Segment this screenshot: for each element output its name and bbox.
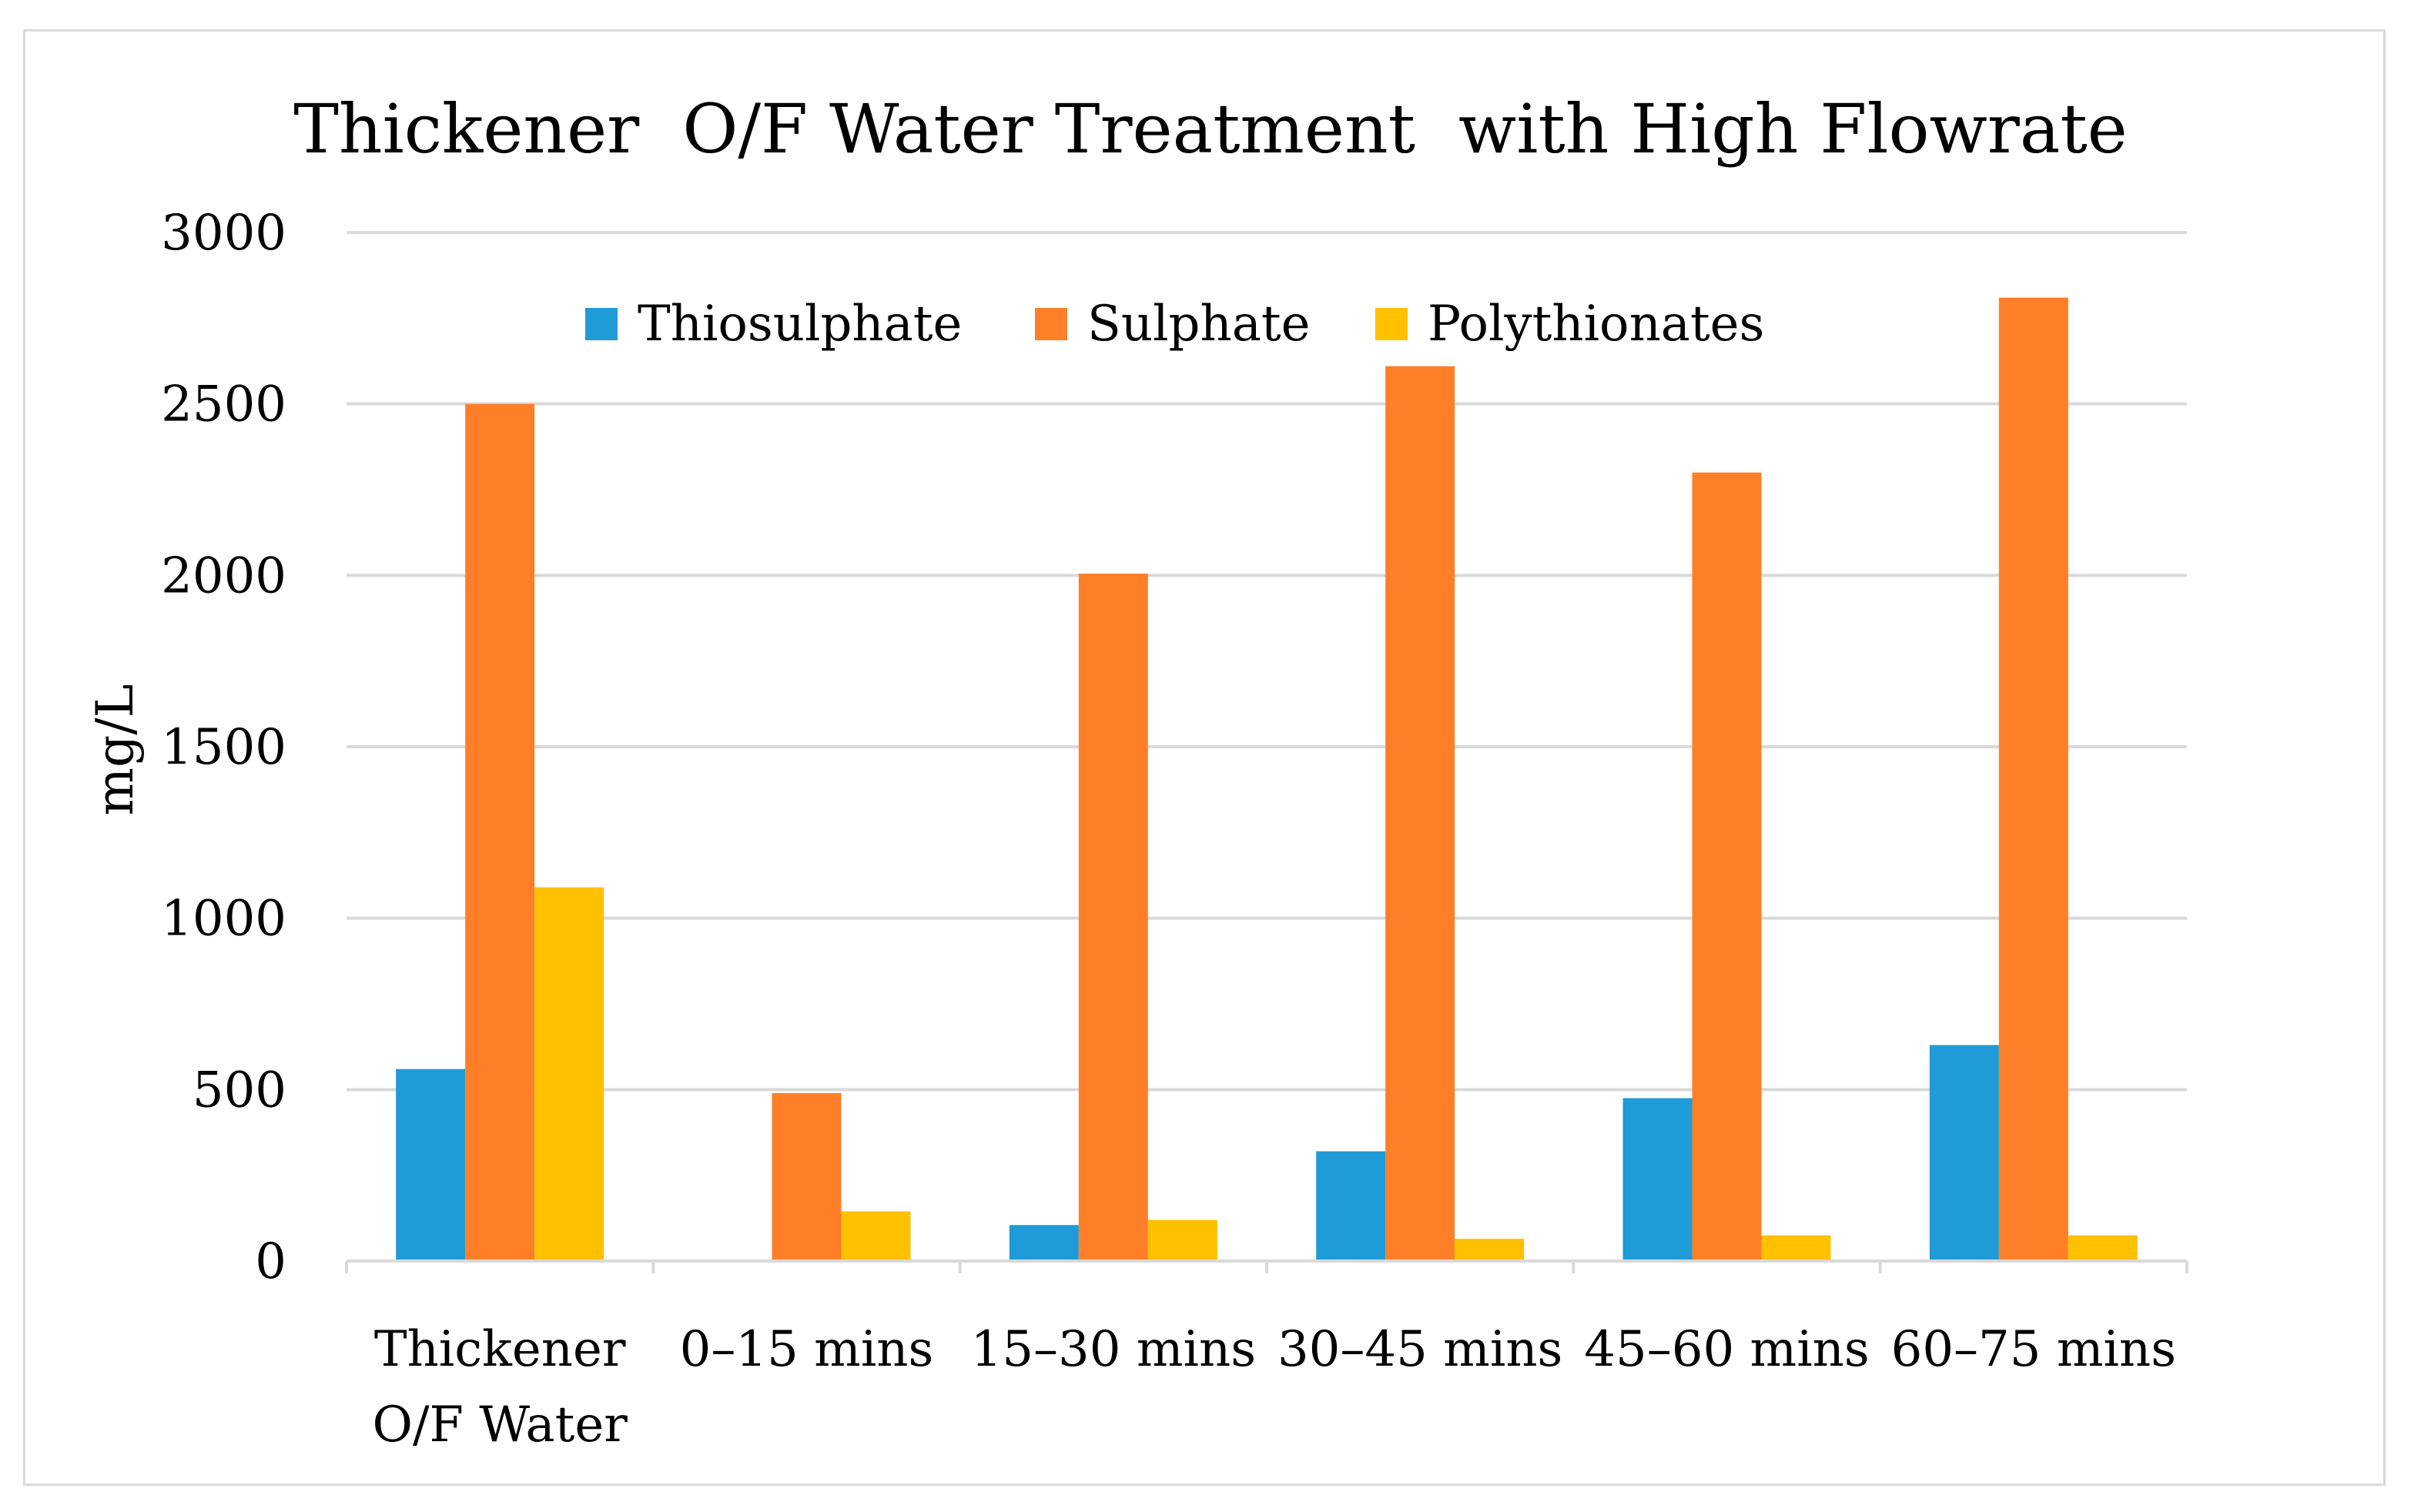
x-tick-label: O/F Water bbox=[372, 1397, 628, 1453]
legend-label-thiosulphate: Thiosulphate bbox=[638, 296, 962, 353]
bar-thiosulphate bbox=[396, 1069, 466, 1261]
bar-thiosulphate bbox=[1316, 1151, 1386, 1261]
bar-polythionates bbox=[1455, 1239, 1525, 1261]
bar-thiosulphate bbox=[1009, 1225, 1079, 1261]
chart-title: Thickener O/F Water Treatment with High … bbox=[293, 89, 2128, 169]
x-tick-label: 60–75 mins bbox=[1891, 1321, 2176, 1378]
bar-polythionates bbox=[1761, 1235, 1831, 1261]
y-tick-label: 500 bbox=[193, 1062, 286, 1119]
legend: Thiosulphate Sulphate Polythionates bbox=[585, 296, 1764, 353]
legend-swatch-thiosulphate bbox=[585, 308, 618, 340]
legend-swatch-polythionates bbox=[1375, 308, 1408, 340]
bar-thiosulphate bbox=[1622, 1098, 1693, 1261]
bar-sulphate bbox=[1998, 297, 2068, 1262]
y-axis-label: mg/L bbox=[85, 684, 145, 816]
bar-sulphate bbox=[1078, 574, 1148, 1261]
x-tick-label: 0–15 mins bbox=[680, 1321, 934, 1378]
x-axis-ticks: Thickener O/F Water 0–15 mins 15–30 mins 30–… bbox=[372, 1321, 2176, 1453]
legend-label-sulphate: Sulphate bbox=[1087, 296, 1310, 353]
bar-sulphate bbox=[772, 1092, 842, 1261]
gridlines bbox=[347, 231, 2187, 1092]
legend-label-polythionates: Polythionates bbox=[1428, 296, 1764, 353]
bar-polythionates bbox=[534, 887, 604, 1261]
bar-sulphate bbox=[465, 403, 535, 1261]
y-tick-label: 2500 bbox=[161, 376, 286, 433]
x-axis bbox=[345, 1259, 2188, 1273]
bar-polythionates bbox=[2068, 1235, 2138, 1261]
legend-swatch-sulphate bbox=[1035, 308, 1067, 340]
y-tick-label: 3000 bbox=[161, 205, 286, 262]
y-axis-ticks: 0 500 1000 1500 2000 2500 3000 bbox=[161, 205, 286, 1290]
bar-sulphate bbox=[1692, 472, 1762, 1261]
bar-polythionates bbox=[841, 1211, 911, 1261]
x-tick-label: 45–60 mins bbox=[1584, 1321, 1869, 1378]
bar-thiosulphate bbox=[1929, 1045, 1999, 1261]
bar-sulphate bbox=[1385, 366, 1455, 1262]
y-tick-label: 2000 bbox=[161, 547, 286, 604]
y-tick-label: 0 bbox=[255, 1233, 286, 1290]
bars bbox=[396, 297, 2138, 1262]
x-tick-label: 15–30 mins bbox=[971, 1321, 1256, 1378]
y-tick-label: 1000 bbox=[161, 891, 286, 948]
x-tick-label: 30–45 mins bbox=[1277, 1321, 1562, 1378]
x-tick-label: Thickener bbox=[374, 1321, 626, 1378]
y-tick-label: 1500 bbox=[161, 719, 286, 776]
bar-polythionates bbox=[1147, 1219, 1217, 1261]
